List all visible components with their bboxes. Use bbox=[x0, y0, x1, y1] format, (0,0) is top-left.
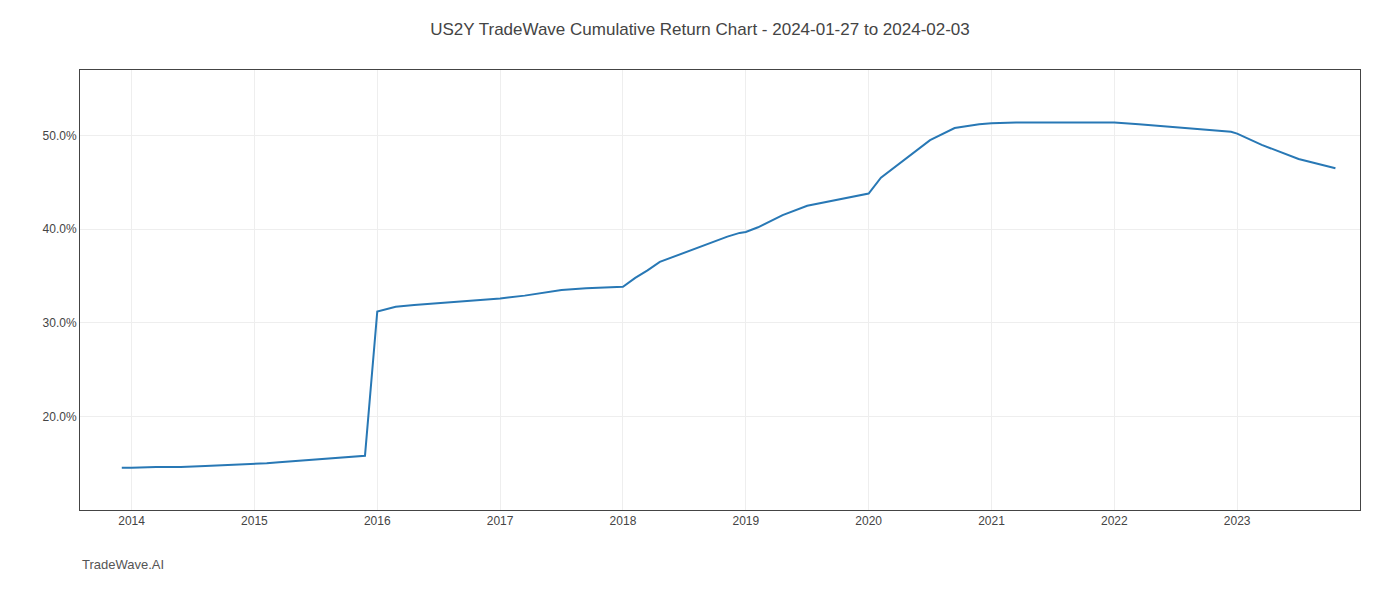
svg-text:2019: 2019 bbox=[732, 514, 759, 528]
svg-text:2023: 2023 bbox=[1224, 514, 1251, 528]
svg-text:2016: 2016 bbox=[364, 514, 391, 528]
svg-text:30.0%: 30.0% bbox=[43, 316, 77, 330]
svg-text:2021: 2021 bbox=[978, 514, 1005, 528]
svg-text:20.0%: 20.0% bbox=[43, 410, 77, 424]
svg-text:TradeWave.AI: TradeWave.AI bbox=[82, 557, 164, 572]
svg-text:2015: 2015 bbox=[241, 514, 268, 528]
svg-text:2014: 2014 bbox=[118, 514, 145, 528]
svg-text:50.0%: 50.0% bbox=[43, 129, 77, 143]
svg-text:2017: 2017 bbox=[487, 514, 514, 528]
svg-text:2022: 2022 bbox=[1101, 514, 1128, 528]
svg-text:2020: 2020 bbox=[855, 514, 882, 528]
svg-text:40.0%: 40.0% bbox=[43, 222, 77, 236]
svg-text:US2Y TradeWave Cumulative Retu: US2Y TradeWave Cumulative Return Chart -… bbox=[430, 20, 970, 39]
svg-text:2018: 2018 bbox=[610, 514, 637, 528]
